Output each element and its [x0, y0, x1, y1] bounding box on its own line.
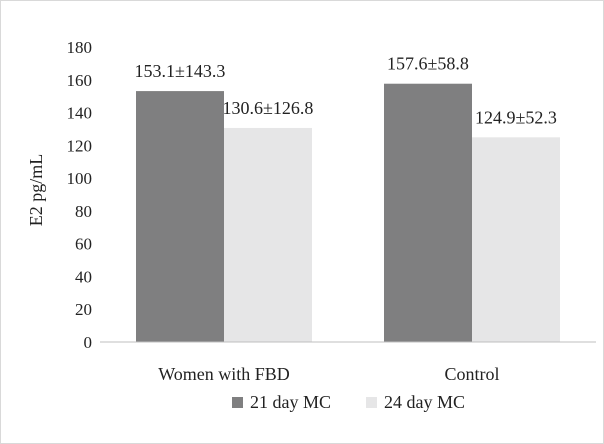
bar-series-2 [224, 127, 312, 342]
y-tick-label: 40 [75, 267, 92, 286]
y-tick-label: 80 [75, 202, 92, 221]
legend: 21 day MC 24 day MC [232, 392, 465, 412]
category-label: Control [444, 364, 499, 384]
category-labels: Women with FBD Control [158, 364, 499, 384]
bars [136, 83, 560, 342]
data-labels: 153.1±143.3 130.6±126.8 157.6±58.8 124.9±52… [135, 54, 557, 128]
legend-label: 21 day MC [250, 392, 331, 412]
bar-series-2 [472, 137, 560, 342]
y-tick-label: 0 [84, 333, 93, 352]
y-tick-label: 140 [67, 104, 93, 123]
data-label: 157.6±58.8 [387, 54, 469, 74]
legend-label: 24 day MC [384, 392, 465, 412]
data-label: 130.6±126.8 [223, 98, 314, 118]
y-tick-label: 20 [75, 300, 92, 319]
bar-series-1 [384, 83, 472, 342]
legend-swatch [232, 397, 243, 408]
data-label: 124.9±52.3 [475, 107, 557, 127]
category-label: Women with FBD [158, 364, 290, 384]
y-tick-label: 180 [67, 38, 93, 57]
y-tick-label: 120 [67, 136, 93, 155]
y-tick-label: 60 [75, 235, 92, 254]
y-axis-ticks: 0 20 40 60 80 100 120 140 160 180 [67, 38, 93, 352]
data-label: 153.1±143.3 [135, 61, 226, 81]
legend-swatch [366, 397, 377, 408]
y-tick-label: 160 [67, 71, 93, 90]
y-axis-label: E2 pg/mL [26, 154, 46, 227]
y-tick-label: 100 [67, 169, 93, 188]
bar-series-1 [136, 91, 224, 342]
